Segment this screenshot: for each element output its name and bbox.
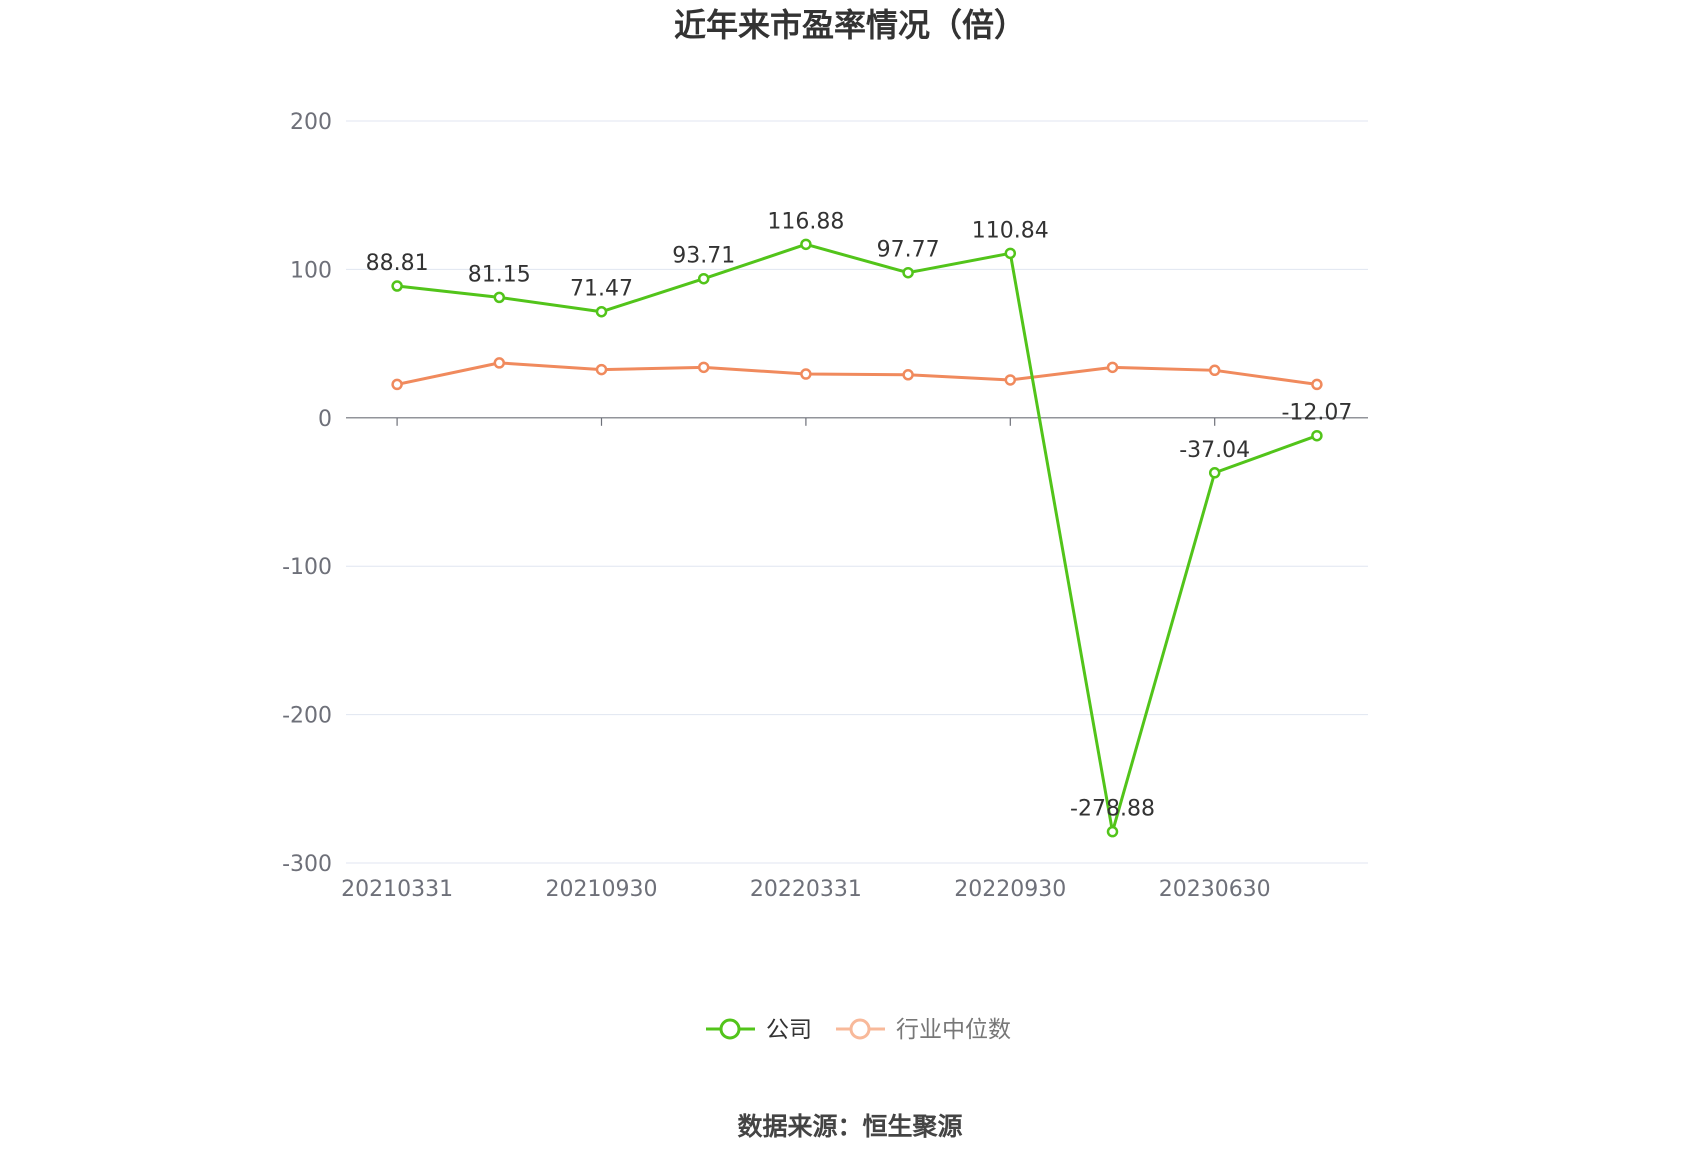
company-data-point[interactable] [902, 266, 914, 279]
legend: 公司 行业中位数 [706, 1017, 1011, 1043]
label-layer: 88.81 81.15 71.47 93.71 116.88 97.77 110.84 -27… [366, 209, 1353, 821]
y-tick-label: 200 [290, 110, 332, 135]
y-tick-label: 100 [290, 258, 332, 283]
company-series-line [396, 242, 1318, 834]
grid-layer [346, 120, 1368, 864]
y-tick-label: -100 [282, 555, 332, 580]
industry-data-point[interactable] [697, 361, 710, 374]
legend-item-industry-median[interactable]: 行业中位数 [836, 1017, 1011, 1043]
company-data-point[interactable] [1208, 467, 1221, 479]
industry-data-point[interactable] [1311, 378, 1323, 391]
company-data-point[interactable] [800, 238, 812, 251]
y-tick-label: -300 [282, 852, 332, 877]
company-data-label: 71.47 [570, 277, 633, 302]
x-tick-label: 20220930 [954, 877, 1066, 902]
industry-data-point[interactable] [1208, 364, 1221, 377]
company-data-label: -12.07 [1281, 401, 1352, 426]
company-data-point[interactable] [493, 291, 506, 304]
company-data-label: 81.15 [468, 262, 531, 287]
legend-industry-label: 行业中位数 [896, 1017, 1011, 1043]
company-data-point[interactable] [1311, 429, 1323, 442]
x-tick-label: 20230630 [1159, 877, 1271, 902]
x-tick-label: 20220331 [750, 877, 862, 902]
x-tick-label: 20210930 [546, 877, 658, 902]
legend-company-label: 公司 [766, 1017, 812, 1043]
industry-data-point[interactable] [1106, 361, 1119, 374]
series-layer [391, 238, 1323, 838]
company-data-label: 88.81 [366, 251, 429, 276]
company-data-point[interactable] [595, 305, 608, 318]
industry-data-point[interactable] [493, 357, 506, 369]
company-data-point[interactable] [391, 280, 403, 292]
legend-industry-marker [849, 1018, 871, 1040]
chart-title: 近年来市盈率情况（倍） [674, 6, 1026, 44]
company-data-label: 110.84 [972, 218, 1049, 243]
industry-data-point[interactable] [595, 363, 608, 376]
axis-layer: 200 100 0 -100 -200 -300 20210331 20210930 20220… [282, 110, 1368, 902]
data-source: 数据来源：恒生聚源 [737, 1112, 962, 1141]
industry-series-line [396, 361, 1318, 386]
company-data-point[interactable] [1004, 247, 1017, 260]
company-data-label: 97.77 [877, 238, 940, 263]
y-tick-label: -200 [282, 704, 332, 729]
legend-company-marker [719, 1018, 741, 1040]
x-tick-label: 20210331 [341, 877, 453, 902]
company-data-label: 93.71 [672, 244, 735, 269]
company-data-point[interactable] [1106, 825, 1119, 838]
industry-data-point[interactable] [902, 369, 914, 381]
industry-data-point[interactable] [391, 378, 403, 391]
company-data-point[interactable] [697, 272, 710, 285]
company-data-label: -37.04 [1179, 438, 1250, 463]
y-tick-label: 0 [318, 407, 332, 432]
industry-data-point[interactable] [800, 368, 812, 380]
company-data-label: 116.88 [767, 209, 844, 234]
company-data-label: -278.88 [1070, 797, 1155, 822]
industry-data-point[interactable] [1004, 374, 1017, 386]
legend-item-company[interactable]: 公司 [706, 1017, 812, 1043]
